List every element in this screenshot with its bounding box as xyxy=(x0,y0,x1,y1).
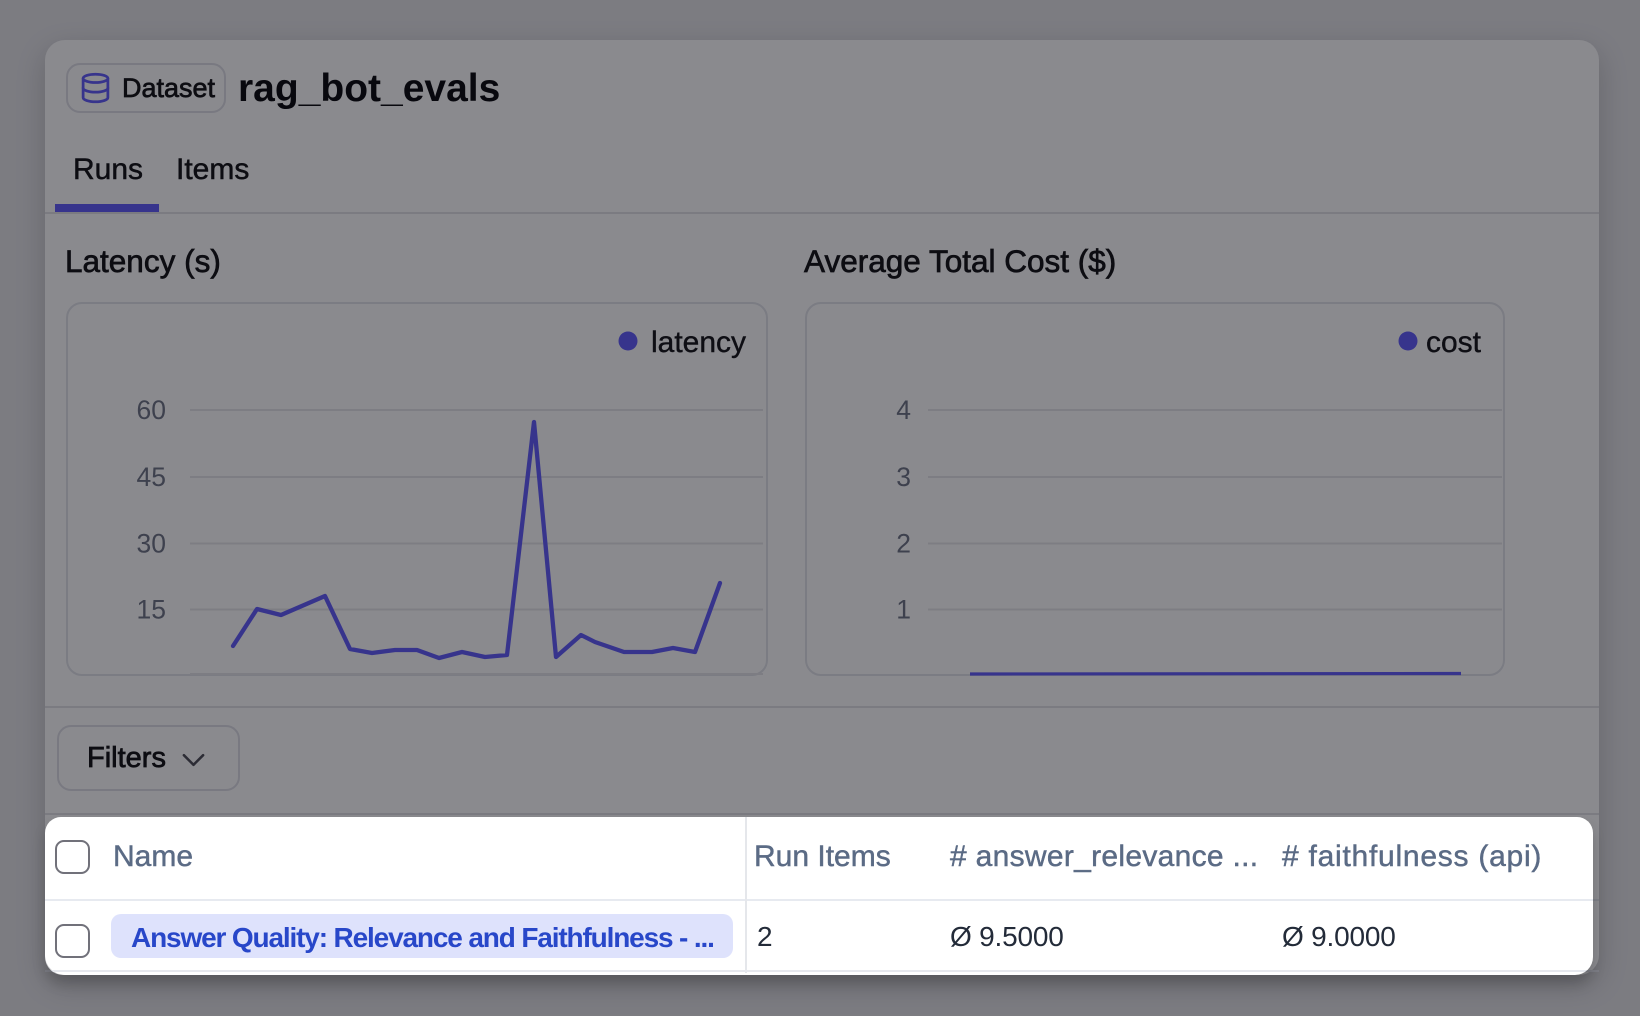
svg-text:30: 30 xyxy=(137,529,166,559)
svg-text:2: 2 xyxy=(896,529,911,559)
svg-text:cost: cost xyxy=(1426,326,1482,359)
svg-text:4: 4 xyxy=(896,395,911,425)
svg-text:60: 60 xyxy=(137,395,166,425)
svg-text:45: 45 xyxy=(137,462,166,492)
svg-text:15: 15 xyxy=(137,595,166,625)
svg-text:3: 3 xyxy=(896,462,911,492)
svg-text:1: 1 xyxy=(896,595,911,625)
svg-text:latency: latency xyxy=(651,326,746,359)
